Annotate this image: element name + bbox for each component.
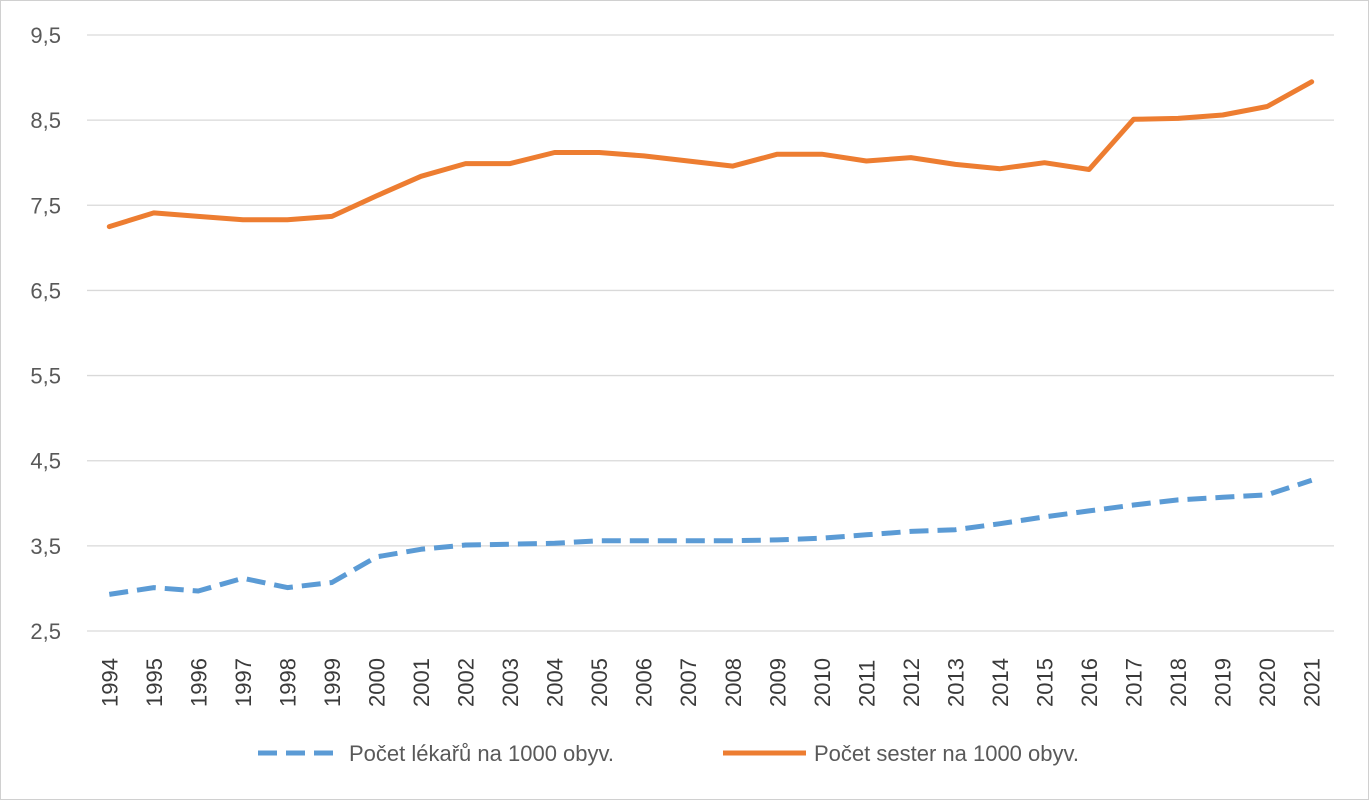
x-tick-label: 2015 bbox=[1033, 658, 1058, 707]
x-tick-label: 2010 bbox=[810, 658, 835, 707]
x-tick-label: 1994 bbox=[97, 658, 122, 707]
y-axis-ticks: 2,5 3,5 4,5 5,5 6,5 7,5 8,5 9,5 bbox=[30, 23, 61, 644]
y-tick-label: 2,5 bbox=[30, 619, 61, 644]
x-tick-label: 2017 bbox=[1122, 658, 1147, 707]
y-tick-label: 5,5 bbox=[30, 364, 61, 389]
x-tick-label: 1998 bbox=[275, 658, 300, 707]
x-tick-label: 2005 bbox=[587, 658, 612, 707]
x-tick-label: 2014 bbox=[988, 658, 1013, 707]
x-tick-label: 2021 bbox=[1300, 658, 1325, 707]
x-axis-ticks: 1994 1995 1996 1997 1998 1999 2000 2001 2002 2003… bbox=[97, 658, 1324, 707]
x-tick-label: 2009 bbox=[765, 658, 790, 707]
x-tick-label: 1995 bbox=[142, 658, 167, 707]
legend-label-2: Počet sester na 1000 obyv. bbox=[814, 741, 1079, 766]
y-tick-label: 4,5 bbox=[30, 449, 61, 474]
x-tick-label: 2013 bbox=[943, 658, 968, 707]
legend: Počet lékařů na 1000 obyv. Počet sester n… bbox=[258, 741, 1079, 766]
y-tick-label: 9,5 bbox=[30, 23, 61, 48]
gridlines bbox=[87, 34, 1334, 632]
x-tick-label: 2018 bbox=[1166, 658, 1191, 707]
x-tick-label: 2003 bbox=[498, 658, 523, 707]
x-tick-label: 1999 bbox=[320, 658, 345, 707]
series-lines bbox=[106, 79, 1315, 597]
x-tick-label: 1996 bbox=[186, 658, 211, 707]
y-tick-label: 6,5 bbox=[30, 278, 61, 303]
x-tick-label: 2020 bbox=[1255, 658, 1280, 707]
x-tick-label: 2011 bbox=[854, 660, 879, 707]
x-tick-label: 2000 bbox=[364, 658, 389, 707]
x-tick-label: 1997 bbox=[231, 658, 256, 707]
x-tick-label: 2008 bbox=[721, 658, 746, 707]
x-tick-label: 2016 bbox=[1077, 658, 1102, 707]
series-line-2 bbox=[106, 79, 1315, 230]
x-tick-label: 2004 bbox=[543, 658, 568, 707]
y-tick-label: 7,5 bbox=[30, 193, 61, 218]
x-tick-label: 2019 bbox=[1211, 658, 1236, 707]
x-tick-label: 2012 bbox=[899, 658, 924, 707]
y-tick-label: 3,5 bbox=[30, 534, 61, 559]
x-tick-label: 2006 bbox=[632, 658, 657, 707]
x-tick-label: 2002 bbox=[454, 658, 479, 707]
y-tick-label: 8,5 bbox=[30, 108, 61, 133]
legend-label-1: Počet lékařů na 1000 obyv. bbox=[349, 741, 614, 766]
series-line-1 bbox=[108, 477, 1313, 597]
x-tick-label: 2001 bbox=[409, 658, 434, 707]
x-tick-label: 2007 bbox=[676, 658, 701, 707]
